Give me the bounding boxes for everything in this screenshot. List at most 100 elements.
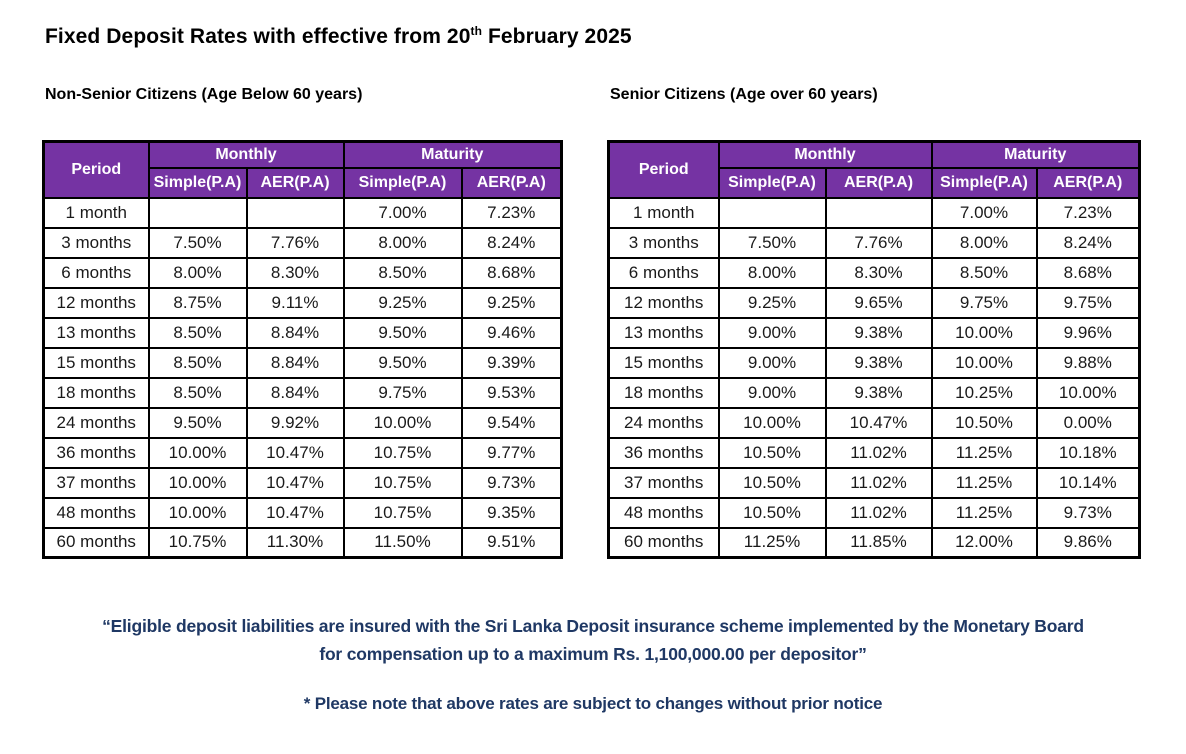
maturity-simple-cell: 7.00% [930,196,1038,229]
maturity-aer-cell: 9.73% [460,466,563,499]
monthly-aer-cell: 9.65% [824,286,933,319]
monthly-simple-cell: 10.00% [717,406,827,439]
monthly-aer-cell [824,196,933,229]
table-row: 6 months 8.00% 8.30% 8.50% 8.68% [607,256,1141,289]
rates-table-body: 1 month 7.00% 7.23% 3 months 7.50% 7.76%… [42,196,563,559]
maturity-simple-cell: 10.00% [342,406,463,439]
monthly-aer-cell: 11.85% [824,526,933,559]
rates-table-body: 1 month 7.00% 7.23% 3 months 7.50% 7.76%… [607,196,1141,559]
table-row: 3 months 7.50% 7.76% 8.00% 8.24% [42,226,563,259]
monthly-group-header: Monthly [717,140,933,169]
period-cell: 12 months [42,286,150,319]
monthly-aer-cell: 7.76% [824,226,933,259]
table-row: 60 months 10.75% 11.30% 11.50% 9.51% [42,526,563,559]
maturity-simple-cell: 8.50% [342,256,463,289]
monthly-aer-cell: 7.76% [245,226,345,259]
monthly-aer-cell: 11.02% [824,466,933,499]
monthly-simple-cell [147,196,248,229]
monthly-aer-cell: 8.84% [245,346,345,379]
maturity-simple-cell: 11.25% [930,436,1038,469]
page-title: Fixed Deposit Rates with effective from … [45,24,632,49]
period-cell: 37 months [607,466,720,499]
maturity-simple-header: Simple(P.A) [342,166,463,199]
table-row: 37 months 10.00% 10.47% 10.75% 9.73% [42,466,563,499]
section-label-senior: Senior Citizens (Age over 60 years) [610,86,878,103]
period-cell: 18 months [607,376,720,409]
period-cell: 15 months [607,346,720,379]
maturity-simple-cell: 10.25% [930,376,1038,409]
table-row: 60 months 11.25% 11.85% 12.00% 9.86% [607,526,1141,559]
period-cell: 48 months [42,496,150,529]
maturity-aer-header: AER(P.A) [460,166,563,199]
table-row: 24 months 10.00% 10.47% 10.50% 0.00% [607,406,1141,439]
table-row: 13 months 9.00% 9.38% 10.00% 9.96% [607,316,1141,349]
maturity-group-header: Maturity [930,140,1141,169]
monthly-aer-cell: 8.30% [245,256,345,289]
period-cell: 48 months [607,496,720,529]
maturity-simple-cell: 8.50% [930,256,1038,289]
table-row: 36 months 10.50% 11.02% 11.25% 10.18% [607,436,1141,469]
rates-disclaimer: * Please note that above rates are subje… [303,694,883,713]
monthly-aer-cell: 8.84% [245,316,345,349]
monthly-aer-cell: 8.30% [824,256,933,289]
maturity-simple-cell: 9.50% [342,346,463,379]
maturity-simple-cell: 11.50% [342,526,463,559]
period-cell: 6 months [607,256,720,289]
table-row: 1 month 7.00% 7.23% [607,196,1141,229]
maturity-simple-cell: 8.00% [930,226,1038,259]
monthly-aer-cell: 8.84% [245,376,345,409]
deposit-insurance-note: “Eligible deposit liabilities are insure… [0,612,1186,669]
maturity-aer-cell: 10.14% [1035,466,1141,499]
page-title-text-after: February 2025 [482,25,632,48]
monthly-aer-cell: 10.47% [824,406,933,439]
maturity-simple-cell: 8.00% [342,226,463,259]
period-cell: 13 months [607,316,720,349]
maturity-simple-cell: 10.75% [342,496,463,529]
period-cell: 36 months [607,436,720,469]
maturity-aer-header: AER(P.A) [1035,166,1141,199]
table-row: 36 months 10.00% 10.47% 10.75% 9.77% [42,436,563,469]
rates-table-senior: Period Monthly Maturity Simple(P.A) AER(… [607,140,1141,559]
page-title-text: Fixed Deposit Rates with effective from … [45,25,471,48]
monthly-aer-header: AER(P.A) [824,166,933,199]
period-cell: 13 months [42,316,150,349]
period-cell: 1 month [42,196,150,229]
maturity-simple-cell: 9.75% [930,286,1038,319]
monthly-simple-cell: 8.00% [717,256,827,289]
period-cell: 3 months [607,226,720,259]
table-row: 6 months 8.00% 8.30% 8.50% 8.68% [42,256,563,289]
maturity-simple-cell: 10.75% [342,436,463,469]
monthly-simple-cell: 11.25% [717,526,827,559]
monthly-aer-cell [245,196,345,229]
maturity-aer-cell: 8.24% [460,226,563,259]
maturity-aer-cell: 9.88% [1035,346,1141,379]
monthly-simple-cell: 10.50% [717,466,827,499]
monthly-aer-cell: 9.11% [245,286,345,319]
monthly-group-header: Monthly [147,140,345,169]
maturity-aer-cell: 9.25% [460,286,563,319]
monthly-aer-header: AER(P.A) [245,166,345,199]
monthly-simple-cell: 8.50% [147,316,248,349]
maturity-aer-cell: 8.68% [1035,256,1141,289]
period-cell: 6 months [42,256,150,289]
monthly-simple-cell [717,196,827,229]
period-cell: 24 months [607,406,720,439]
period-cell: 60 months [42,526,150,559]
monthly-aer-cell: 11.02% [824,496,933,529]
monthly-aer-cell: 10.47% [245,436,345,469]
table-row: 3 months 7.50% 7.76% 8.00% 8.24% [607,226,1141,259]
maturity-simple-cell: 10.50% [930,406,1038,439]
monthly-aer-cell: 9.38% [824,346,933,379]
monthly-simple-cell: 8.50% [147,376,248,409]
table-row: 48 months 10.00% 10.47% 10.75% 9.35% [42,496,563,529]
maturity-simple-cell: 9.50% [342,316,463,349]
maturity-aer-cell: 9.54% [460,406,563,439]
monthly-simple-cell: 10.50% [717,436,827,469]
monthly-aer-cell: 11.02% [824,436,933,469]
monthly-aer-cell: 10.47% [245,466,345,499]
monthly-simple-cell: 8.50% [147,346,248,379]
monthly-simple-cell: 9.50% [147,406,248,439]
table-row: 12 months 9.25% 9.65% 9.75% 9.75% [607,286,1141,319]
table-row: 13 months 8.50% 8.84% 9.50% 9.46% [42,316,563,349]
monthly-simple-cell: 9.00% [717,316,827,349]
